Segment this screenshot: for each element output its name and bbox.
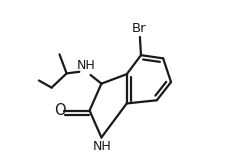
Text: NH: NH — [93, 140, 112, 153]
Text: Br: Br — [132, 22, 147, 35]
Text: O: O — [54, 103, 66, 118]
Text: NH: NH — [77, 59, 96, 72]
